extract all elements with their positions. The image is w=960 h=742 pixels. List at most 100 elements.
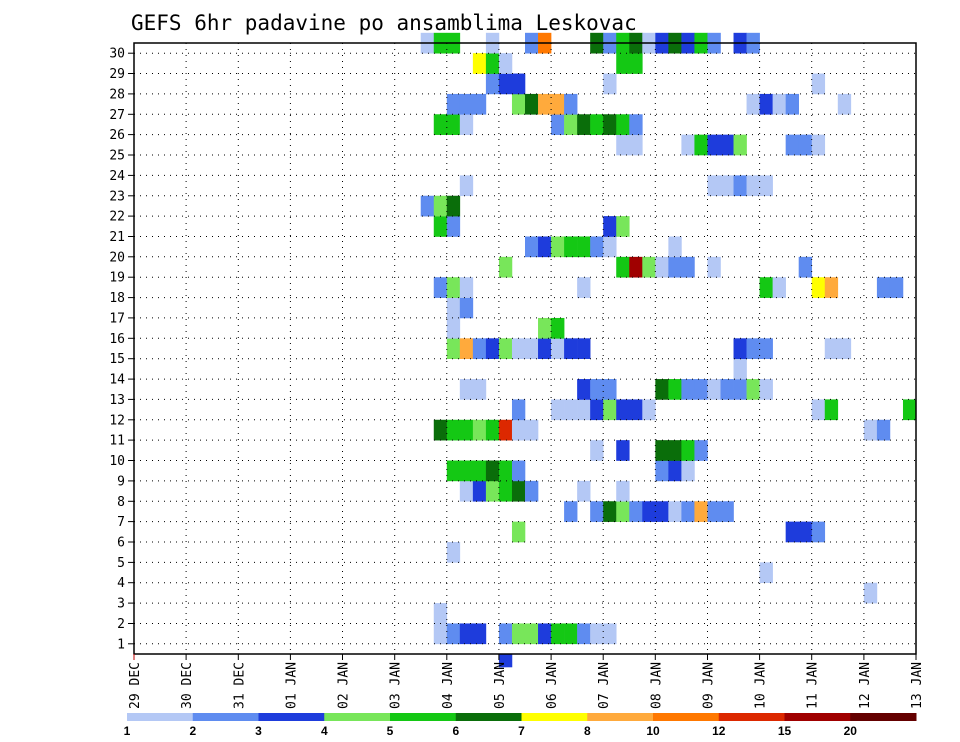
y-tick-label: 9: [117, 474, 125, 489]
heatmap-cell: [551, 93, 565, 115]
heatmap-cell: [681, 440, 695, 461]
heatmap-cell: [577, 399, 591, 421]
x-axis-ticks: 29 DEC 30 DEC 31 DEC 01 JAN 02 JAN 03 JAN 04 J…: [128, 654, 925, 709]
heatmap-cell: [511, 623, 526, 645]
heatmap-cell: [720, 501, 734, 522]
heatmap-cell: [707, 256, 721, 278]
heatmap-cell: [498, 480, 513, 502]
y-tick-label: 25: [109, 149, 125, 164]
heatmap-cell: [785, 134, 799, 156]
heatmap-cell: [590, 623, 604, 645]
heatmap-cell: [603, 114, 617, 135]
colorbar-swatch: [324, 713, 391, 721]
heatmap-cell: [681, 256, 695, 278]
heatmap-cell: [590, 236, 604, 258]
heatmap-cell: [642, 256, 656, 278]
y-tick-label: 21: [109, 230, 125, 245]
heatmap-cell: [759, 379, 773, 400]
heatmap-cell: [798, 521, 813, 543]
heatmap-cell: [498, 460, 513, 482]
heatmap-cell: [798, 134, 813, 156]
heatmap-cell: [511, 521, 526, 543]
heatmap-cell: [694, 501, 708, 522]
heatmap-cell: [720, 134, 734, 156]
y-tick-label: 22: [109, 210, 125, 225]
heatmap-cell: [446, 195, 461, 217]
heatmap-cell: [694, 379, 708, 400]
heatmap-cell: [785, 93, 799, 115]
heatmap-cell: [681, 501, 695, 522]
heatmap-cell: [459, 419, 474, 441]
heatmap-cell: [446, 460, 461, 482]
x-tick-label: 03 JAN: [389, 662, 404, 709]
colorbar-swatch: [390, 713, 457, 721]
heatmap-cell: [616, 256, 630, 278]
colorbar-swatch: [718, 713, 785, 721]
heatmap-cell: [498, 256, 513, 278]
heatmap-cell: [629, 53, 643, 74]
colorbar-swatch: [850, 713, 917, 721]
heatmap-cell: [485, 338, 500, 359]
x-tick-label: 08 JAN: [649, 662, 664, 709]
colorbar-label: 10: [646, 724, 660, 738]
heatmap-cell: [472, 53, 487, 74]
heatmap-cell: [668, 236, 682, 258]
heatmap-cell: [472, 623, 487, 645]
heatmap-cell: [525, 93, 539, 115]
heatmap-cell: [485, 53, 500, 74]
colorbar-label: 3: [255, 724, 262, 738]
y-tick-label: 10: [109, 454, 125, 469]
colorbar-label: 6: [452, 724, 459, 738]
colorbar-swatch: [127, 713, 194, 721]
heatmap-cell: [525, 419, 539, 441]
heatmap-cell: [616, 399, 630, 421]
heatmap-cell: [668, 379, 682, 400]
colorbar-label: 7: [518, 724, 525, 738]
heatmap-cell: [681, 134, 695, 156]
heatmap-cell: [433, 277, 448, 298]
heatmap-cell: [551, 236, 565, 258]
y-tick-label: 1: [117, 637, 125, 652]
y-tick-label: 3: [117, 597, 125, 612]
heatmap-cell: [433, 419, 448, 441]
heatmap-cell: [459, 460, 474, 482]
heatmap-cell: [629, 256, 643, 278]
heatmap-cell: [603, 216, 617, 237]
y-tick-label: 18: [109, 291, 125, 306]
heatmap-cell: [603, 623, 617, 645]
x-tick-label: 02 JAN: [337, 662, 352, 709]
heatmap-cell: [577, 623, 591, 645]
heatmap-cell: [498, 419, 513, 441]
heatmap-cell: [642, 501, 656, 522]
heatmap-cell: [616, 501, 630, 522]
heatmap-cell: [551, 338, 565, 359]
y-tick-label: 4: [117, 576, 125, 591]
heatmap-cell: [811, 521, 826, 543]
heatmap-cell: [746, 93, 760, 115]
heatmap-cell: [446, 216, 461, 237]
heatmap-cell: [472, 419, 487, 441]
colorbar-label: 2: [189, 724, 196, 738]
heatmap-cell: [485, 419, 500, 441]
heatmap-cell: [525, 236, 539, 258]
heatmap-cell: [655, 256, 669, 278]
x-tick-label: 10 JAN: [754, 662, 769, 709]
heatmap-cell: [459, 277, 474, 298]
y-tick-label: 6: [117, 536, 125, 551]
y-tick-label: 2: [117, 617, 125, 632]
y-tick-label: 28: [109, 87, 125, 102]
colorbar-swatch: [587, 713, 654, 721]
heatmap-cell: [459, 297, 474, 319]
heatmap-cell: [511, 480, 526, 502]
heatmap-cell: [472, 338, 487, 359]
heatmap-cell: [511, 419, 526, 441]
x-tick-label: 31 DEC: [232, 662, 247, 709]
heatmap-cell: [603, 501, 617, 522]
heatmap-cell: [733, 379, 747, 400]
heatmap-cell: [759, 562, 773, 584]
heatmap-cell: [837, 338, 852, 359]
colorbar-label: 8: [584, 724, 591, 738]
heatmap-cell: [746, 379, 760, 400]
heatmap-cell: [694, 440, 708, 461]
